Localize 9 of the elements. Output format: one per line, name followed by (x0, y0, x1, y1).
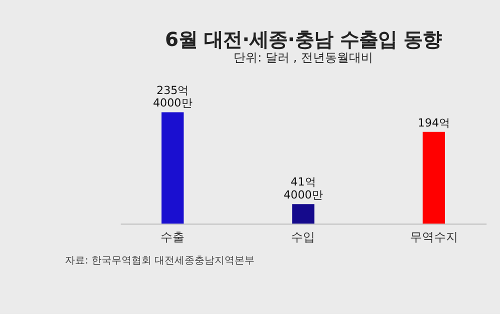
data-label: 235억 4000만 (152, 84, 192, 110)
x-tick-label: 무역수지 (410, 230, 458, 244)
x-tick-label: 수출 (160, 230, 185, 244)
chart-subtitle: 단위: 달러 , 전년동월대비 (234, 50, 373, 65)
data-label: 41억 4000만 (284, 176, 323, 202)
chart-title: 6월 대전·세종·충남 수출입 동향 (164, 28, 442, 51)
text: 자료: 한국무역협회 대전세종충남지역본부 (64, 255, 255, 266)
x-tick-label: 수입 (291, 230, 316, 244)
data-label: 194억 (418, 116, 450, 130)
